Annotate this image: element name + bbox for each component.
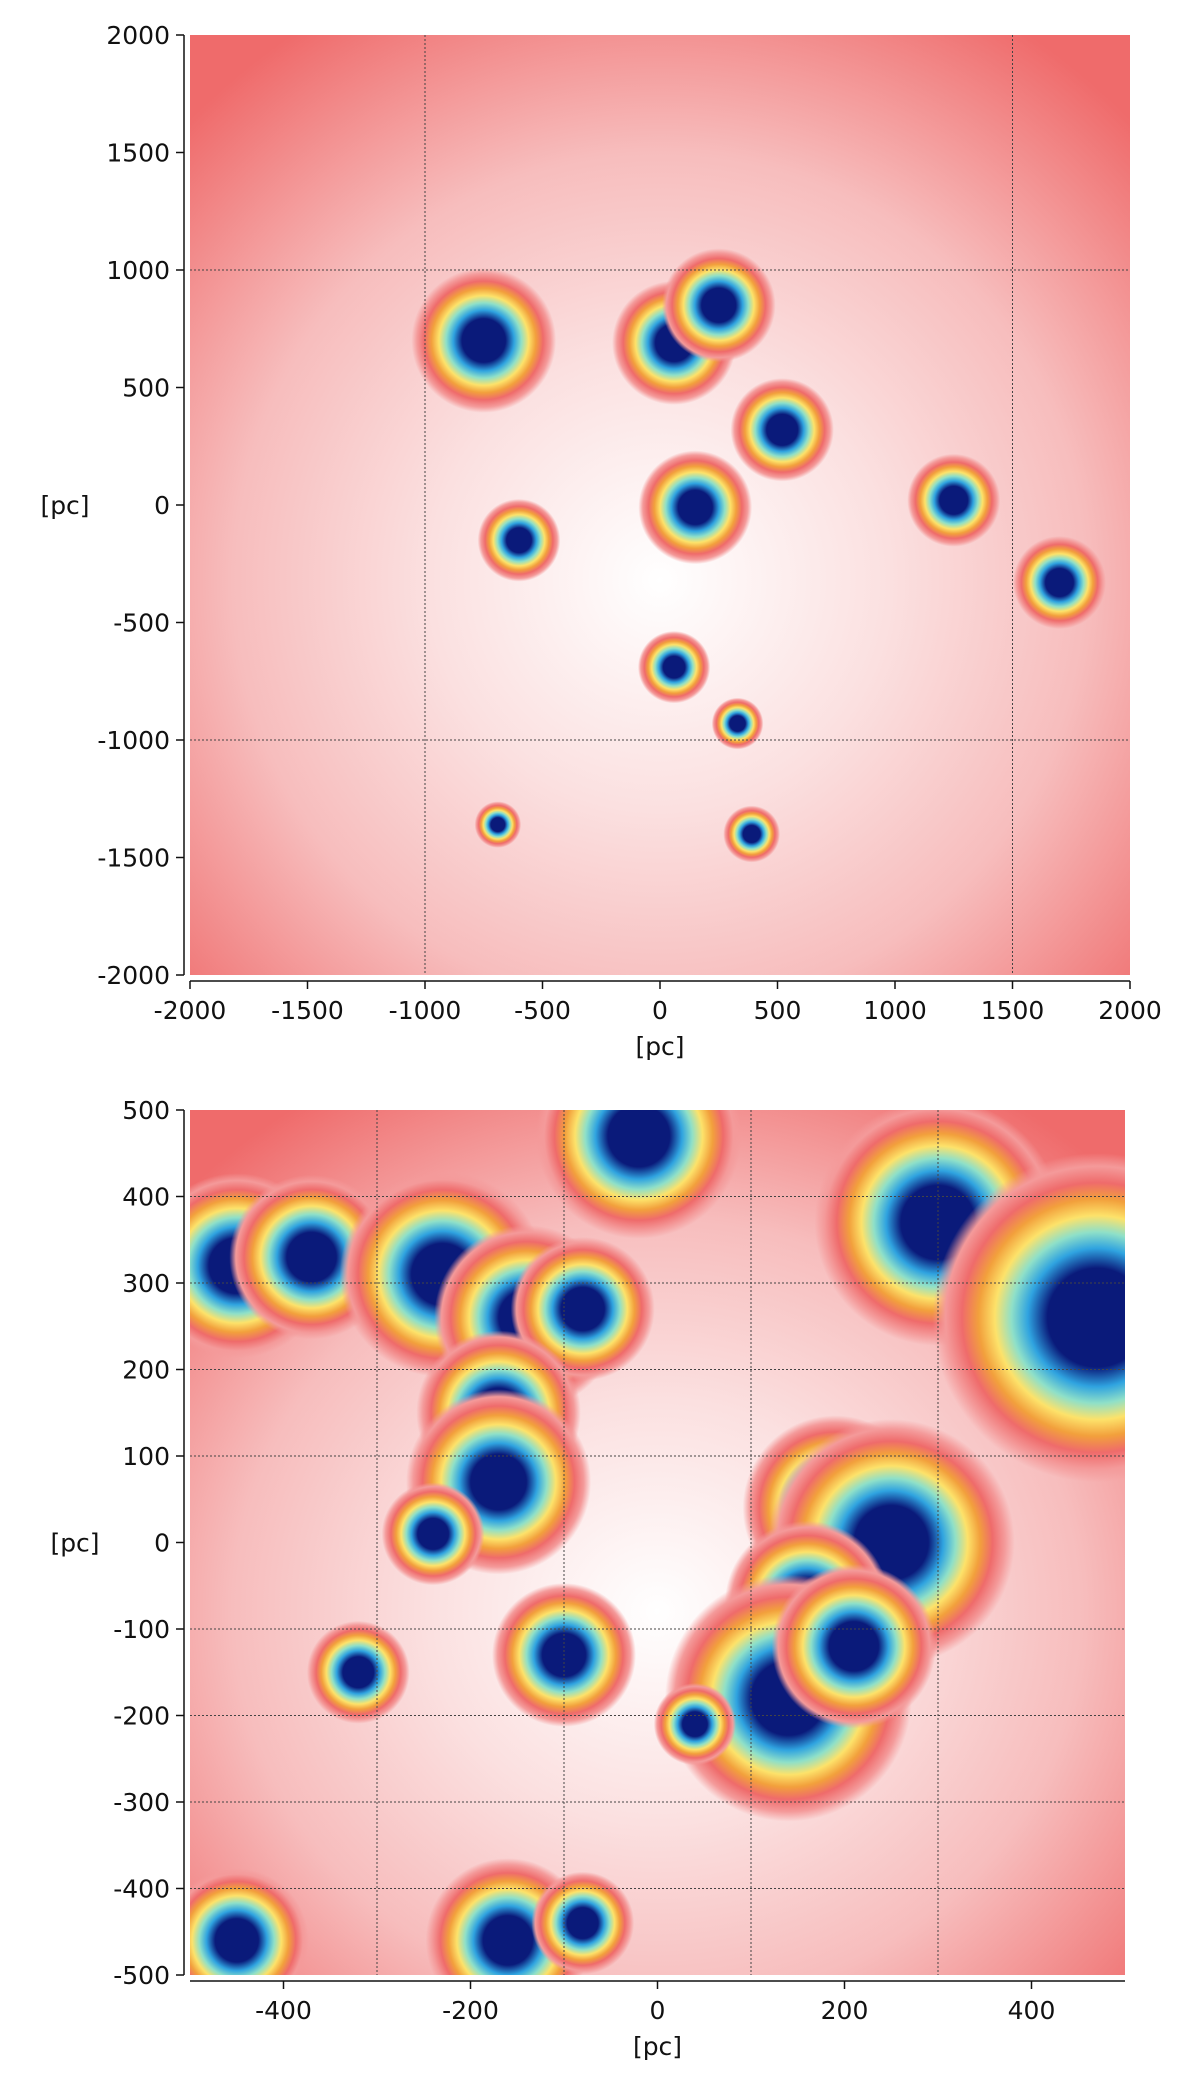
- y-tick-label: -200: [113, 1702, 170, 1731]
- x-tick-label: -200: [442, 1996, 499, 2025]
- x-tick-label: 1000: [863, 996, 927, 1025]
- x-axis-title: [pc]: [633, 2032, 682, 2061]
- density-peak: [771, 1564, 937, 1729]
- x-axis-title: [pc]: [635, 1032, 684, 1061]
- y-tick-label: 1500: [106, 139, 170, 168]
- x-tick-label: -400: [255, 1996, 312, 2025]
- y-axis-title: [pc]: [40, 491, 89, 520]
- y-tick-label: 100: [122, 1442, 170, 1471]
- y-tick-label: 0: [154, 1529, 170, 1558]
- density-peak: [637, 630, 711, 704]
- y-tick-label: -300: [113, 1788, 170, 1817]
- density-peak: [661, 248, 776, 363]
- x-tick-label: 1500: [981, 996, 1045, 1025]
- y-tick-label: -500: [113, 1961, 170, 1990]
- y-tick-label: -1000: [97, 726, 170, 755]
- y-tick-label: -100: [113, 1615, 170, 1644]
- x-tick-label: -1000: [389, 996, 462, 1025]
- density-peak: [1012, 536, 1107, 630]
- y-tick-label: -2000: [97, 961, 170, 990]
- y-tick-label: 1000: [106, 256, 170, 285]
- x-tick-label: 500: [754, 996, 802, 1025]
- density-peak: [723, 805, 781, 863]
- heatmap-panel-zoomed-center: -400 -200 0 200 400 500 400 300 200 100 0 -100 -200 -…: [0, 1080, 1200, 2091]
- y-tick-label: 400: [122, 1183, 170, 1212]
- y-axis-title: [pc]: [50, 1529, 99, 1558]
- density-peak: [381, 1482, 485, 1586]
- x-tick-label: 400: [1008, 1996, 1056, 2025]
- density-peak: [730, 378, 834, 482]
- y-tick-label: -500: [113, 609, 170, 638]
- density-peak: [477, 498, 561, 582]
- y-tick-label: 200: [122, 1356, 170, 1385]
- y-tick-label: 0: [154, 491, 170, 520]
- density-peak: [474, 801, 522, 848]
- density-peak: [711, 697, 764, 750]
- y-tick-label: 500: [122, 1096, 170, 1125]
- density-peak: [306, 1620, 410, 1724]
- density-peak: [190, 1868, 309, 1975]
- density-peak: [653, 1683, 737, 1766]
- y-tick-label: -400: [113, 1875, 170, 1904]
- density-peak: [510, 1236, 655, 1381]
- y-tick-label: 300: [122, 1269, 170, 1298]
- x-tick-label: 200: [821, 1996, 869, 2025]
- density-peak: [535, 1110, 742, 1239]
- x-tick-label: 0: [652, 996, 668, 1025]
- density-peak: [411, 268, 557, 413]
- x-tick-label: 0: [650, 1996, 666, 2025]
- y-tick-label: -1500: [97, 844, 170, 873]
- y-tick-label: 500: [122, 374, 170, 403]
- heatmap-field: [190, 35, 1130, 975]
- heatmap-field: [190, 1110, 1125, 1975]
- density-peak: [531, 1871, 635, 1975]
- x-tick-label: -1500: [271, 996, 344, 1025]
- x-tick-label: -500: [514, 996, 571, 1025]
- x-tick-label: 2000: [1098, 996, 1162, 1025]
- density-peak: [932, 1153, 1125, 1483]
- density-peak: [907, 453, 1001, 547]
- density-peak: [638, 450, 753, 565]
- x-tick-label: -2000: [154, 996, 227, 1025]
- heatmap-chart-top: -2000 -1500 -1000 -500 0 500 1000 1500 2000 2000 1…: [40, 21, 1162, 1061]
- y-tick-label: 2000: [106, 21, 170, 50]
- heatmap-panel-full-region: -2000 -1500 -1000 -500 0 500 1000 1500 2000 2000 1…: [40, 21, 1162, 1061]
- heatmap-chart-bottom: -400 -200 0 200 400 500 400 300 200 100 0 -100 -200 -…: [50, 1096, 1125, 2061]
